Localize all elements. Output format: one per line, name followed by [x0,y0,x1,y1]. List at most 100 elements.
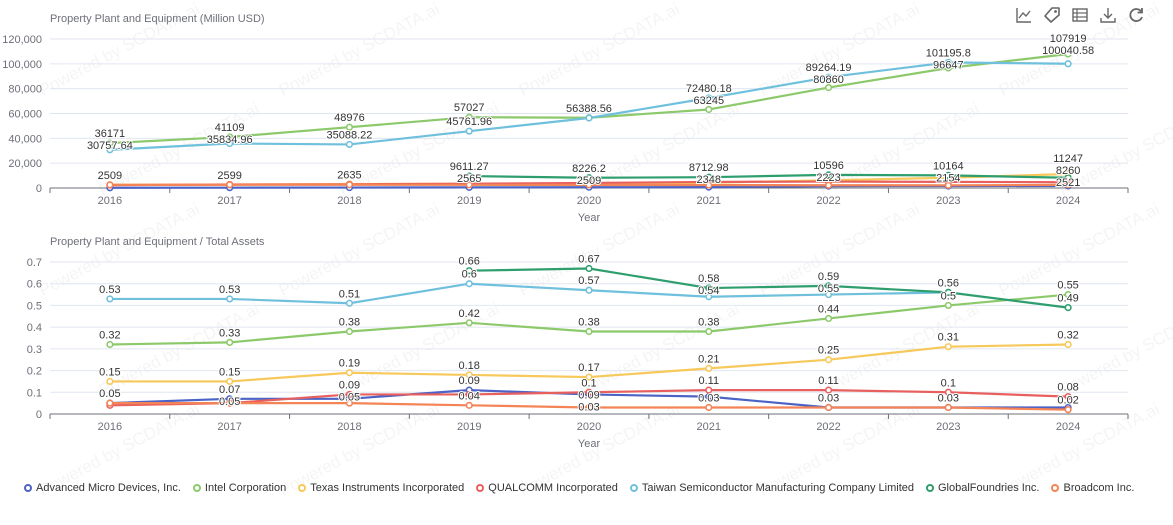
legend-label: Intel Corporation [204,482,287,494]
download-icon[interactable] [1099,6,1117,24]
chart2-data-point-taiwan-semiconductor-manufacturing-company-limited [226,295,234,303]
chart2-x-tick-label: 2024 [1056,421,1080,433]
chart1-data-label-broadcom-inc: 2599 [217,170,241,182]
chart2-series-line-globalfoundries-inc [469,267,1069,309]
legend-label: QUALCOMM Incorporated [488,482,618,494]
legend-item-qualcomm-incorporated[interactable]: QUALCOMM Incorporated [476,482,618,494]
refresh-icon[interactable] [1127,6,1145,24]
chart2-x-tick-label: 2018 [337,421,361,433]
chart1-data-point-broadcom-inc [345,181,354,189]
chart2-data-point-texas-instruments-incorporated [465,371,473,379]
chart1-y-tick-label: 80,000 [8,84,42,96]
chart2-data-point-taiwan-semiconductor-manufacturing-company-limited [106,295,114,303]
chart2-data-label-texas-instruments-incorporated: 0.15 [99,366,120,378]
chart2-data-label-qualcomm-incorporated: 0.11 [818,375,839,387]
chart2-data-label-texas-instruments-incorporated: 0.31 [938,332,959,344]
chart2-data-point-globalfoundries-inc [824,282,833,290]
chart1-data-label-intel-corporation: 80860 [813,74,844,86]
chart2-data-point-globalfoundries-inc [465,267,473,275]
chart2-data-point-broadcom-inc [944,403,952,412]
chart2-data-point-taiwan-semiconductor-manufacturing-company-limited [345,299,354,307]
chart1-y-tick-label: 100,000 [2,59,42,71]
chart1-data-point-globalfoundries-inc [705,173,713,181]
chart1-data-label-taiwan-semiconductor-manufacturing-company-limited: 89264.19 [806,62,852,74]
chart2-data-point-qualcomm-incorporated [585,388,593,396]
chart1-y-tick-label: 120,000 [2,34,42,46]
charts-svg: Property Plant and Equipment (Million US… [2,13,1129,450]
chart1-data-label-globalfoundries-inc: 10596 [813,160,844,172]
chart1-x-tick-label: 2024 [1056,195,1080,207]
chart2-data-label-broadcom-inc: 0.03 [578,401,599,413]
chart2-data-label-taiwan-semiconductor-manufacturing-company-limited: 0.55 [818,283,839,295]
chart1-data-point-broadcom-inc [705,181,713,189]
line-chart-icon[interactable] [1015,6,1033,24]
legend-item-advanced-micro-devices-inc[interactable]: Advanced Micro Devices, Inc. [24,482,181,494]
chart2-data-label-qualcomm-incorporated: 0.09 [339,379,360,391]
chart1-data-point-taiwan-semiconductor-manufacturing-company-limited [824,73,833,81]
chart2-y-tick-label: 0.4 [27,322,42,334]
data-view-icon[interactable] [1071,6,1089,24]
chart1-x-tick-label: 2023 [936,195,960,207]
chart2-data-point-qualcomm-incorporated [465,390,473,399]
chart1-x-tick-label: 2019 [457,195,481,207]
chart-toolbar [1015,6,1145,24]
chart2-y-tick-label: 0.7 [27,257,42,269]
chart2-data-label-broadcom-inc: 0.05 [99,388,120,400]
chart2-data-point-qualcomm-incorporated [345,390,354,399]
legend-item-texas-instruments-incorporated[interactable]: Texas Instruments Incorporated [298,482,464,494]
chart1-data-label-taiwan-semiconductor-manufacturing-company-limited: 72480.18 [686,83,732,95]
legend-item-broadcom-inc[interactable]: Broadcom Inc. [1051,482,1134,494]
chart2-data-label-globalfoundries-inc: 0.59 [818,271,839,283]
chart2-x-tick-label: 2017 [217,421,241,433]
chart2-data-label-taiwan-semiconductor-manufacturing-company-limited: 0.53 [99,284,120,296]
chart1-x-tick-label: 2017 [217,195,241,207]
chart2-data-point-globalfoundries-inc [705,284,713,292]
chart2-data-label-taiwan-semiconductor-manufacturing-company-limited: 0.51 [339,288,360,300]
chart2-data-label-broadcom-inc: 0.02 [1057,395,1078,407]
legend-marker-icon [629,484,638,492]
legend-item-globalfoundries-inc[interactable]: GlobalFoundries Inc. [925,482,1040,494]
legend-label: GlobalFoundries Inc. [937,482,1040,494]
chart1-data-point-globalfoundries-inc [585,174,593,182]
chart2-data-label-qualcomm-incorporated: 0.11 [698,375,719,387]
chart1-data-point-taiwan-semiconductor-manufacturing-company-limited [944,58,952,66]
chart1-x-tick-label: 2018 [337,195,361,207]
chart2-data-label-texas-instruments-incorporated: 0.25 [818,345,839,357]
chart2-data-label-texas-instruments-incorporated: 0.32 [1057,330,1078,342]
chart2-x-tick-label: 2020 [577,421,601,433]
legend-marker-icon [24,484,32,492]
chart1-data-label-globalfoundries-inc: 8260 [1056,165,1080,177]
chart1-data-point-broadcom-inc [1064,181,1072,189]
chart2-data-point-qualcomm-incorporated [705,386,713,394]
chart2-data-point-texas-instruments-incorporated [106,377,114,386]
legend-item-intel-corporation[interactable]: Intel Corporation [192,482,287,494]
chart2-data-point-intel-corporation [1064,290,1072,299]
chart1-x-tick-label: 2022 [816,195,840,207]
chart2-x-tick-label: 2016 [98,421,122,433]
chart2-data-label-intel-corporation: 0.38 [339,316,360,328]
chart2-data-label-intel-corporation: 0.38 [698,316,719,328]
chart2-data-point-globalfoundries-inc [944,288,952,297]
chart1-data-label-globalfoundries-inc: 10164 [933,160,964,172]
chart2-y-tick-label: 0 [36,409,42,421]
chart1-data-label-taiwan-semiconductor-manufacturing-company-limited: 100040.58 [1042,45,1094,57]
chart1-data-label-taiwan-semiconductor-manufacturing-company-limited: 30757.64 [87,140,133,152]
chart2-data-label-taiwan-semiconductor-manufacturing-company-limited: 0.53 [219,284,240,296]
chart2-data-point-texas-instruments-incorporated [1064,340,1072,349]
tag-icon[interactable] [1043,6,1061,24]
chart2-data-point-texas-instruments-incorporated [345,369,354,377]
chart2-data-point-intel-corporation [345,327,354,336]
chart1-data-label-intel-corporation: 48976 [334,112,365,124]
chart2-data-point-broadcom-inc [824,403,833,412]
chart1-data-point-taiwan-semiconductor-manufacturing-company-limited [705,94,713,102]
legend-marker-icon [192,484,201,492]
chart2-data-label-intel-corporation: 0.5 [941,290,956,302]
chart2-data-point-taiwan-semiconductor-manufacturing-company-limited [465,280,473,288]
chart2-data-point-qualcomm-incorporated [824,386,833,394]
chart2-data-point-texas-instruments-incorporated [944,343,952,351]
chart2-data-label-texas-instruments-incorporated: 0.21 [698,353,719,365]
legend-item-taiwan-semiconductor-manufacturing-company-limited[interactable]: Taiwan Semiconductor Manufacturing Compa… [629,482,914,494]
chart1-data-label-intel-corporation: 107919 [1050,33,1087,45]
chart2-data-label-intel-corporation: 0.42 [459,308,480,320]
